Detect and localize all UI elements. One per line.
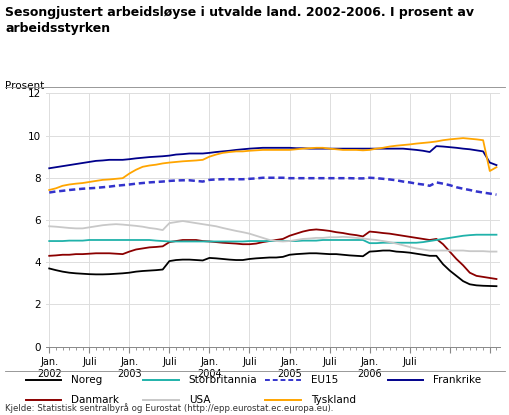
Text: EU15: EU15	[310, 375, 337, 385]
Text: Prosent: Prosent	[5, 81, 44, 91]
Text: Sesongjustert arbeidsløyse i utvalde land. 2002-2006. I prosent av
arbeidsstyrke: Sesongjustert arbeidsløyse i utvalde lan…	[5, 6, 473, 35]
Text: Noreg: Noreg	[71, 375, 102, 385]
Text: Storbritannia: Storbritannia	[188, 375, 257, 385]
Text: Frankrike: Frankrike	[433, 375, 480, 385]
Text: USA: USA	[188, 395, 210, 405]
Text: Danmark: Danmark	[71, 395, 119, 405]
Text: Kjelde: Statistisk sentralbyrå og Eurostat (http://epp.eurostat.ec.europa.eu).: Kjelde: Statistisk sentralbyrå og Eurost…	[5, 403, 333, 413]
Text: Tyskland: Tyskland	[310, 395, 355, 405]
